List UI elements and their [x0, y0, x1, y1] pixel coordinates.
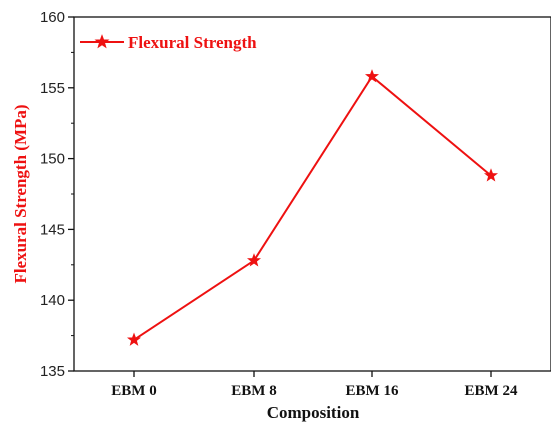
- x-axis: EBM 0 EBM 8 EBM 16 EBM 24: [111, 371, 518, 399]
- series-flexural-strength: [126, 69, 499, 346]
- legend-label: Flexural Strength: [128, 33, 257, 52]
- x-tick-label: EBM 0: [111, 383, 156, 399]
- y-tick-label: 150: [40, 151, 65, 168]
- data-point-star: [364, 69, 380, 83]
- series-line: [133, 74, 492, 341]
- legend-star-marker: [94, 34, 110, 49]
- y-axis-title: Flexural Strength (MPa): [11, 104, 30, 283]
- x-tick-label: EBM 8: [231, 383, 276, 399]
- data-point-star: [126, 332, 142, 346]
- y-tick-label: 145: [40, 221, 65, 238]
- x-tick-label: EBM 16: [346, 383, 399, 399]
- legend: Flexural Strength: [80, 33, 257, 52]
- y-axis: 135 140 145 150 155 160: [40, 9, 74, 380]
- x-tick-label: EBM 24: [465, 383, 518, 399]
- x-axis-title: Composition: [267, 403, 360, 422]
- y-tick-label: 140: [40, 292, 65, 309]
- data-point-star: [483, 168, 499, 182]
- plot-frame: [73, 16, 551, 372]
- y-tick-label: 155: [40, 80, 65, 97]
- y-tick-label: 135: [40, 363, 65, 380]
- y-tick-label: 160: [40, 9, 65, 26]
- data-point-star: [246, 253, 262, 267]
